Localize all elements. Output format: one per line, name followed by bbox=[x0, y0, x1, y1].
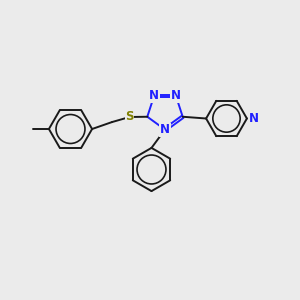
Text: S: S bbox=[125, 110, 134, 124]
Text: N: N bbox=[248, 112, 258, 125]
Text: N: N bbox=[160, 123, 170, 136]
Text: N: N bbox=[171, 89, 181, 103]
Text: N: N bbox=[149, 89, 159, 103]
